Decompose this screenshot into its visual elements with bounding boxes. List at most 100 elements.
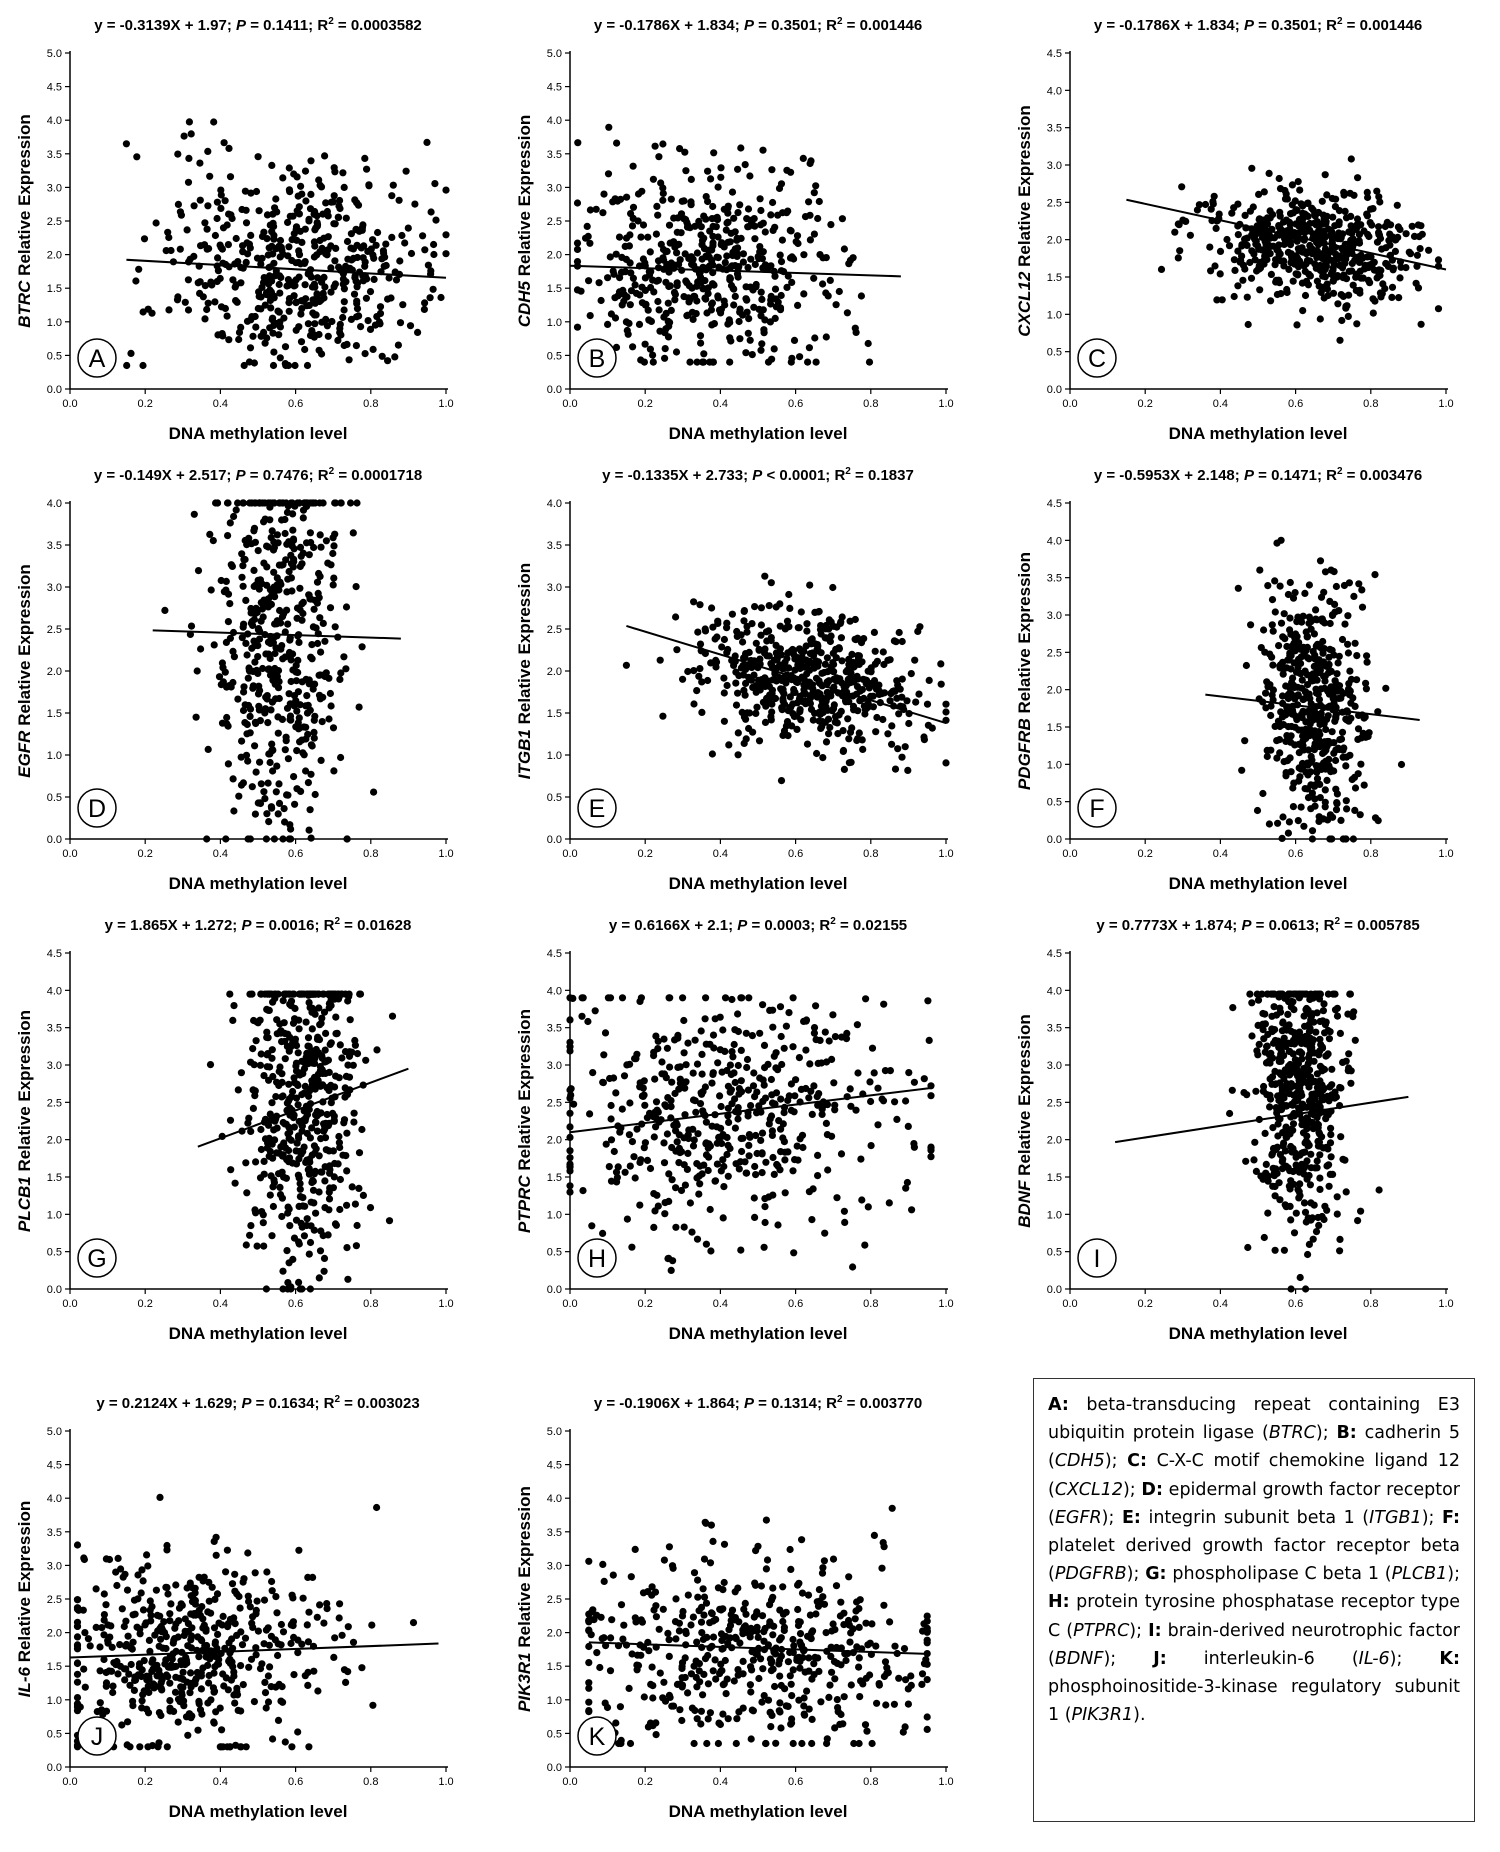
data-point xyxy=(719,1214,727,1222)
data-point xyxy=(1344,640,1352,648)
data-point xyxy=(701,1083,709,1091)
data-point xyxy=(287,656,295,664)
data-point xyxy=(681,1084,689,1092)
regression-line xyxy=(197,1067,409,1148)
data-point xyxy=(1329,213,1337,221)
data-point xyxy=(700,234,708,242)
data-point xyxy=(340,653,348,661)
data-point xyxy=(874,1084,882,1092)
data-point xyxy=(291,281,299,290)
data-point xyxy=(248,617,256,626)
y-tick-label: 3.0 xyxy=(1047,610,1062,622)
data-point xyxy=(310,499,318,507)
data-point xyxy=(286,1222,294,1230)
data-point xyxy=(285,567,293,576)
data-point xyxy=(258,1208,266,1216)
data-point xyxy=(1341,207,1349,215)
data-point xyxy=(1335,652,1343,660)
data-point xyxy=(1336,336,1344,344)
data-point xyxy=(886,697,894,705)
data-point xyxy=(888,722,896,730)
data-point xyxy=(799,154,807,162)
data-point xyxy=(1321,786,1329,794)
data-point xyxy=(777,258,786,266)
data-point xyxy=(714,619,722,627)
x-axis-title: DNA methylation level xyxy=(169,424,348,443)
data-point xyxy=(314,589,322,597)
data-point xyxy=(293,747,301,755)
data-point xyxy=(833,1194,841,1202)
data-point xyxy=(282,556,290,564)
data-point xyxy=(152,219,160,227)
data-point xyxy=(1280,1094,1288,1102)
data-point xyxy=(276,253,284,261)
data-point xyxy=(758,1129,767,1137)
data-point xyxy=(730,661,738,669)
data-point xyxy=(295,323,303,331)
data-point xyxy=(779,1134,787,1142)
data-point xyxy=(1307,1150,1315,1158)
data-point xyxy=(1402,230,1410,238)
data-point xyxy=(815,197,823,206)
data-point xyxy=(711,1177,719,1185)
data-point xyxy=(1273,737,1281,745)
data-point xyxy=(796,353,804,361)
data-point xyxy=(223,312,231,320)
data-point xyxy=(810,664,818,672)
regression-line xyxy=(1126,198,1447,271)
data-point xyxy=(148,309,156,317)
data-point xyxy=(272,1093,280,1101)
data-point xyxy=(297,338,306,346)
data-point xyxy=(767,1075,775,1084)
data-point xyxy=(1278,1165,1286,1173)
data-point xyxy=(734,729,742,737)
data-point xyxy=(776,1166,784,1174)
data-point xyxy=(636,997,644,1005)
data-point xyxy=(357,244,365,252)
data-point xyxy=(256,1174,265,1182)
data-point xyxy=(325,990,333,998)
data-point xyxy=(689,315,697,323)
data-point xyxy=(1269,1182,1277,1190)
data-point xyxy=(286,635,294,643)
data-point xyxy=(246,712,254,720)
data-point xyxy=(656,656,664,664)
data-point xyxy=(253,666,261,674)
data-point xyxy=(832,645,840,653)
data-point xyxy=(610,1147,618,1156)
data-point xyxy=(264,990,272,998)
data-point xyxy=(294,1081,302,1089)
data-point xyxy=(430,240,438,249)
data-point xyxy=(605,1163,613,1171)
data-point xyxy=(1174,220,1182,228)
data-point xyxy=(196,196,204,204)
data-point xyxy=(706,1205,714,1214)
x-tick-label: 0.8 xyxy=(1363,848,1378,860)
data-point xyxy=(273,672,281,680)
y-tick-label: 1.5 xyxy=(547,1172,562,1184)
data-point xyxy=(860,635,868,643)
data-point xyxy=(789,994,797,1002)
data-point xyxy=(791,655,799,663)
data-point xyxy=(793,1142,801,1150)
data-point xyxy=(362,294,370,302)
data-point xyxy=(849,1263,857,1271)
data-point xyxy=(197,242,205,250)
data-point xyxy=(1282,1042,1290,1050)
data-point xyxy=(330,542,338,550)
data-point xyxy=(1320,588,1328,596)
data-point xyxy=(752,280,760,289)
data-point xyxy=(296,701,304,709)
data-point xyxy=(253,1242,261,1250)
data-point xyxy=(822,254,830,262)
y-tick-label: 1.5 xyxy=(1047,722,1062,734)
data-point xyxy=(1267,297,1275,305)
data-point xyxy=(341,1048,350,1056)
data-point xyxy=(916,623,924,631)
data-point xyxy=(1289,277,1297,285)
data-point xyxy=(849,254,857,262)
data-point xyxy=(289,1114,298,1122)
data-point xyxy=(271,680,279,688)
data-point xyxy=(294,1049,302,1057)
data-point xyxy=(325,674,333,682)
